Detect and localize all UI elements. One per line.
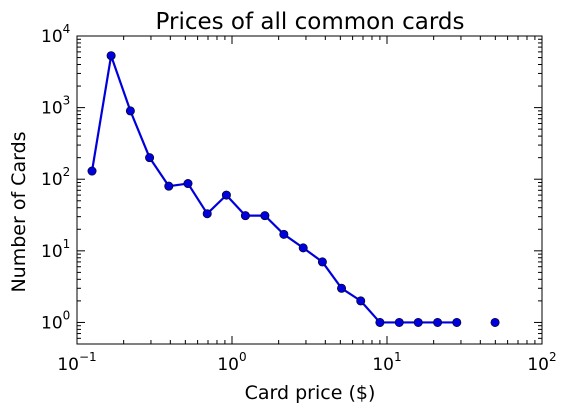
chart-title: Prices of all common cards [156, 9, 465, 35]
y-tick-label: 103 [41, 94, 70, 119]
data-point [394, 317, 404, 327]
data-point [202, 209, 212, 219]
plot-frame [76, 35, 543, 345]
data-point [298, 243, 308, 253]
x-axis-label: Card price ($) [245, 382, 376, 404]
y-tick-label: 102 [41, 165, 70, 190]
data-point [145, 153, 155, 163]
series-layer [87, 51, 500, 327]
y-tick-label: 100 [41, 308, 70, 333]
data-point [317, 257, 327, 267]
data-point [433, 317, 443, 327]
x-tick-label: 101 [372, 350, 401, 375]
data-point [452, 317, 462, 327]
data-point [375, 317, 385, 327]
data-point [260, 211, 270, 221]
data-point [413, 317, 423, 327]
x-tick-label: 102 [527, 350, 556, 375]
y-axis-label: Number of Cards [8, 131, 30, 292]
data-point [490, 317, 500, 327]
data-point [240, 211, 250, 221]
data-point [279, 229, 289, 239]
data-point [356, 296, 366, 306]
data-point [221, 190, 231, 200]
y-tick-label: 101 [41, 237, 70, 262]
data-point [164, 181, 174, 191]
data-point [106, 51, 116, 61]
data-point [87, 166, 97, 176]
x-tick-label: 100 [217, 350, 246, 375]
data-point [125, 106, 135, 116]
data-point [337, 283, 347, 293]
y-tick-label: 104 [41, 22, 70, 47]
x-tick-label: 10−1 [57, 350, 96, 375]
data-point [183, 179, 193, 189]
